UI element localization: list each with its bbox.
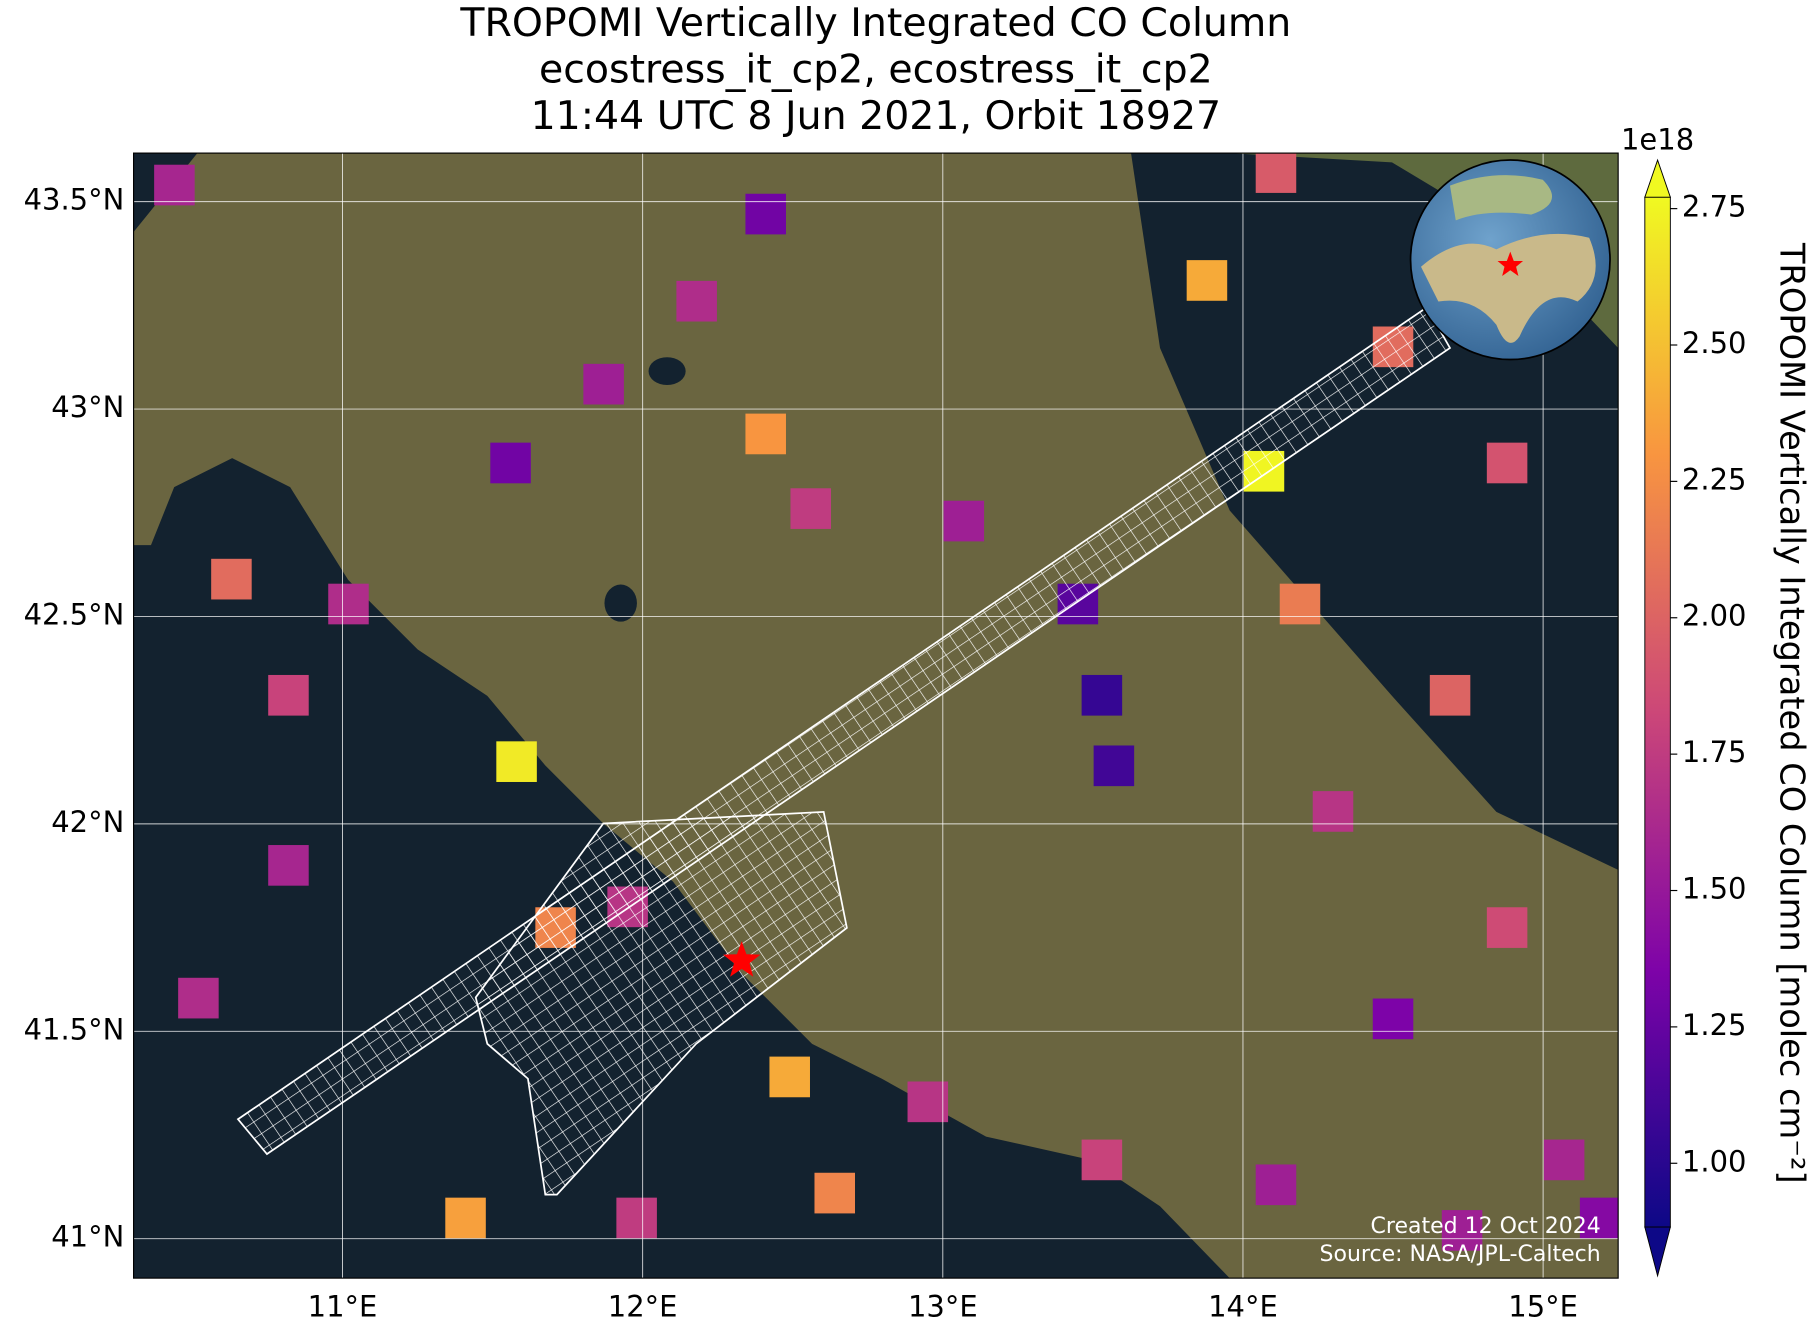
lat-tick-label: 42.5°N <box>24 597 125 631</box>
co-cell <box>154 164 195 206</box>
map-area <box>133 153 1619 1279</box>
map-frame <box>132 152 1619 1279</box>
inset-land <box>1449 175 1553 221</box>
co-cell <box>1429 674 1471 716</box>
colorbar-tick-label: 2.50 <box>1682 326 1747 360</box>
lon-tick-label: 14°E <box>1208 1289 1278 1323</box>
credit: Source: NASA/JPL-Caltech <box>1320 1242 1601 1267</box>
inset-marker <box>1497 251 1524 277</box>
lat-tick-label: 43°N <box>51 390 124 424</box>
co-cell <box>676 280 717 322</box>
co-cell <box>1093 745 1135 787</box>
colorbar-extend <box>1644 158 1671 198</box>
co-cell <box>1255 1164 1297 1206</box>
co-cell <box>814 1172 856 1214</box>
co-cell <box>268 674 309 716</box>
lat-tick-label: 41°N <box>51 1220 124 1254</box>
lat-tick-label: 43.5°N <box>24 183 125 217</box>
lon-tick-label: 13°E <box>908 1289 978 1323</box>
co-cell <box>1186 260 1228 301</box>
colorbar-tick-label: 1.00 <box>1682 1144 1747 1178</box>
colorbar: 1.00 1.25 1.50 1.75 2.00 2.25 2.50 2.75 1e18 TROP… <box>1621 122 1811 1278</box>
co-cell <box>769 1056 810 1098</box>
lon-tick-label: 11°E <box>308 1289 378 1323</box>
co-cell <box>1255 153 1297 193</box>
colorbar-tick-label: 1.25 <box>1682 1008 1747 1042</box>
co-cell <box>616 1197 657 1239</box>
co-cell <box>1279 583 1321 625</box>
co-cell <box>790 488 831 529</box>
lake <box>604 584 637 622</box>
co-cell <box>1081 674 1123 716</box>
co-cell <box>943 500 985 542</box>
co-cell <box>745 193 786 235</box>
co-cell <box>445 1197 486 1239</box>
co-cell <box>1441 1210 1483 1251</box>
co-cell <box>211 558 252 600</box>
lat-tick-label: 41.5°N <box>24 1012 125 1046</box>
colorbar-tick-label: 1.75 <box>1682 735 1747 769</box>
co-cell <box>1486 442 1528 484</box>
co-cell <box>1543 1139 1585 1181</box>
co-cell <box>1486 907 1528 948</box>
lat-tick-label: 42°N <box>51 805 124 839</box>
site-marker <box>723 941 761 977</box>
co-cell <box>907 1081 949 1123</box>
credit: Created 12 Oct 2024 <box>1371 1214 1601 1239</box>
colorbar-tick-label: 2.75 <box>1682 190 1747 224</box>
swath <box>474 810 848 1196</box>
colorbar-gradient <box>1644 196 1671 1228</box>
co-cell <box>583 363 624 405</box>
co-cell <box>178 977 219 1019</box>
co-cell <box>1372 998 1414 1040</box>
title-line: ecostress_it_cp2, ecostress_it_cp2 <box>539 46 1213 92</box>
title-line: TROPOMI Vertically Integrated CO Column <box>459 0 1291 46</box>
co-cell <box>745 413 786 455</box>
lake <box>648 357 686 386</box>
colorbar-exponent: 1e18 <box>1621 122 1694 156</box>
co-cell <box>1579 1197 1619 1239</box>
colorbar-tick-label: 2.00 <box>1682 599 1747 633</box>
co-cell <box>328 583 369 625</box>
lon-tick-label: 15°E <box>1508 1289 1578 1323</box>
co-cell <box>268 845 309 886</box>
colorbar-tick-label: 2.25 <box>1682 462 1747 496</box>
co-cell <box>1081 1139 1123 1181</box>
inset-land <box>1420 233 1596 343</box>
co-cell <box>1312 791 1354 832</box>
colorbar-extend <box>1644 1226 1671 1278</box>
co-cell <box>496 741 537 782</box>
title-line: 11:44 UTC 8 Jun 2021, Orbit 18927 <box>531 93 1222 139</box>
colorbar-tick-label: 1.50 <box>1682 872 1747 906</box>
co-cell <box>490 442 531 484</box>
colorbar-label: TROPOMI Vertically Integrated CO Column … <box>1772 242 1811 1184</box>
lon-tick-label: 12°E <box>608 1289 678 1323</box>
